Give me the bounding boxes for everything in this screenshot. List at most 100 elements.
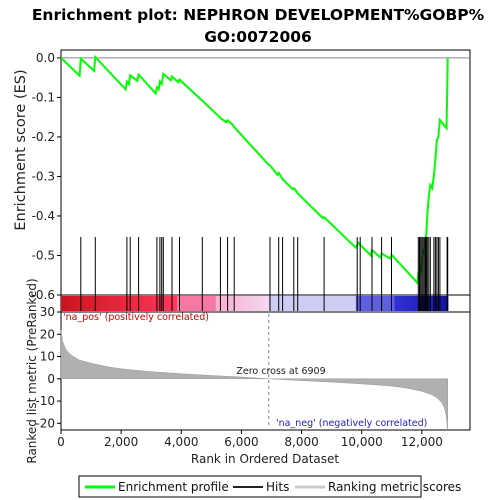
ranking-color-segment [94,296,101,311]
legend: Enrichment profile Hits Ranking metric s… [78,475,461,498]
ranking-color-segment [380,296,386,311]
es-ytick-label: -0.3 [32,169,55,183]
ranking-color-segment [196,296,202,311]
ranking-color-segment [109,296,115,311]
es-ytick-label: -0.2 [32,130,55,144]
ranking-color-segment [384,296,391,311]
ranking-color-segment [254,296,260,311]
ranking-color-segment [128,296,135,311]
ranking-color-segment [235,296,241,311]
ranking-color-segment [104,296,110,311]
es-panel [60,54,470,286]
ranking-color-segment [230,296,236,311]
ranking-color-segment [389,296,396,311]
ranking-color-segment [404,296,410,311]
ranking-color-segment [273,296,280,311]
ranking-color-segment [220,296,226,311]
es-panel-frame [60,49,471,296]
x-axis-label: Rank in Ordered Dataset [191,452,339,466]
ranking-color-segment [259,296,265,311]
hits-panel [61,237,449,311]
ranking-color-segment [138,296,144,311]
metric-ytick-label: -10 [35,394,55,408]
ranking-color-segment [167,296,173,311]
ranking-color-segment [375,296,381,311]
ranking-metric-area [60,329,448,431]
xtick-label: 12,000 [401,435,443,449]
enrichment-profile-line [60,54,449,286]
chart-title-line-1: Enrichment plot: NEPHRON DEVELOPMENT%GOB… [32,6,485,24]
xtick-label: 10,000 [341,435,383,449]
es-ytick-label: 0.0 [36,51,55,65]
positive-correlation-label: 'na_pos' (positively correlated) [63,312,209,323]
ranking-color-segment [317,296,323,311]
axes: 0.0 -0.1 -0.2 -0.3 -0.4 -0.5 -0.6 30 20 10 0 -10 -20… [32,51,443,449]
ranking-color-segment [288,296,294,311]
ranking-color-segment [133,296,139,311]
ranking-color-segment [409,296,415,311]
ranking-color-segment [341,296,347,311]
ranking-color-segment [355,296,362,311]
ranking-color-segment [75,296,81,311]
ranking-color-segment [360,296,367,311]
ranking-color-segment [181,296,188,311]
ranking-color-segment [80,296,86,311]
metric-axis-label: Ranked list metric (PreRanked) [25,278,39,463]
ranking-color-segment [215,296,222,311]
metric-ytick-label: 20 [40,327,55,341]
legend-enrichment-label: Enrichment profile [118,480,229,494]
ranking-color-segment [307,296,313,311]
ranking-color-segment [428,296,434,311]
ranking-color-segment [191,296,197,311]
zero-cross-label: Zero cross at 6909 [236,366,325,377]
ranking-color-segment [326,296,333,311]
ranking-color-segment [278,296,284,311]
es-ytick-label: -0.6 [32,288,55,302]
metric-ytick-label: 10 [40,350,55,364]
ranking-color-segment [442,296,449,311]
ranking-color-segment [162,296,168,311]
metric-ytick-label: -20 [35,416,55,430]
ranking-color-segment [370,296,376,311]
ranking-color-segment [157,296,164,311]
ranking-color-segment [351,296,357,311]
ranking-color-segment [433,296,439,311]
ranking-color-segment [119,296,125,311]
es-ytick-label: -0.4 [32,209,55,223]
ranking-color-segment [152,296,159,311]
ranking-color-segment [70,296,77,311]
ranking-color-segment [336,296,342,311]
ranking-color-segment [65,296,72,311]
ranking-color-segment [210,296,217,311]
ranking-color-segment [268,296,275,311]
ranking-color-segment [249,296,255,311]
xtick-label: 4,000 [164,435,198,449]
metric-panel [60,314,448,431]
ranking-color-segment [90,296,96,311]
ranking-color-segment [346,296,352,311]
negative-correlation-label: 'na_neg' (negatively correlated) [276,418,427,429]
ranking-color-segment [322,296,328,311]
legend-hits-label: Hits [266,480,289,494]
ranking-color-segment [302,296,309,311]
es-axis-label: Enrichment score (ES) [13,69,29,230]
ranking-color-segment [283,296,289,311]
chart-title-line-2: GO:0072006 [204,28,312,46]
ranking-color-segment [201,296,207,311]
ranking-color-segment [99,296,106,311]
xtick-label: 6,000 [224,435,258,449]
ranking-color-segment [438,296,444,311]
ranking-color-segment [264,296,270,311]
ranking-color-segment [148,296,154,311]
xtick-label: 0 [57,435,65,449]
ranking-color-segment [206,296,212,311]
ranking-color-segment [399,296,405,311]
ranking-color-segment [239,296,246,311]
ranking-color-segment [143,296,149,311]
ranking-color-segment [365,296,371,311]
ranking-color-segment [85,296,91,311]
ranking-color-segment [61,296,67,311]
ranking-color-segment [172,296,178,311]
es-ytick-label: -0.1 [32,90,55,104]
